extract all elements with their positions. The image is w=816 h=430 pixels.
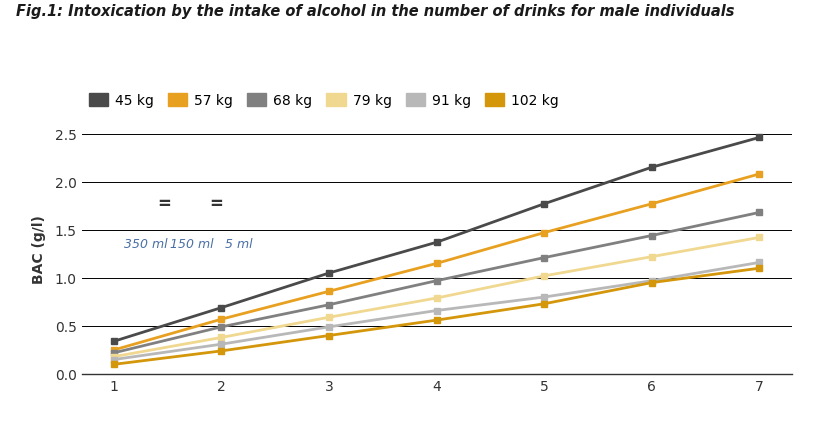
- 57 kg: [216, 317, 226, 322]
- 79 kg: [109, 354, 119, 359]
- 79 kg: [216, 335, 226, 340]
- 57 kg: [324, 289, 334, 294]
- 79 kg: [539, 273, 549, 279]
- 102 kg: [324, 333, 334, 338]
- Text: 5 ml: 5 ml: [224, 237, 252, 250]
- 102 kg: [432, 318, 441, 323]
- 68 kg: [647, 233, 657, 239]
- 79 kg: [324, 315, 334, 320]
- Text: =: =: [210, 194, 224, 212]
- 45 kg: [432, 240, 441, 245]
- 91 kg: [324, 325, 334, 330]
- Text: 350 ml: 350 ml: [123, 237, 167, 250]
- 91 kg: [432, 308, 441, 313]
- 45 kg: [539, 202, 549, 207]
- Line: 102 kg: 102 kg: [110, 265, 763, 368]
- 45 kg: [647, 165, 657, 170]
- 102 kg: [109, 362, 119, 367]
- 57 kg: [539, 230, 549, 236]
- 102 kg: [647, 280, 657, 286]
- 68 kg: [109, 350, 119, 356]
- 68 kg: [539, 255, 549, 261]
- 91 kg: [647, 279, 657, 284]
- 45 kg: [216, 305, 226, 310]
- 91 kg: [109, 357, 119, 362]
- 45 kg: [754, 135, 764, 141]
- 68 kg: [432, 279, 441, 284]
- Legend: 45 kg, 57 kg, 68 kg, 79 kg, 91 kg, 102 kg: 45 kg, 57 kg, 68 kg, 79 kg, 91 kg, 102 k…: [89, 93, 559, 108]
- Y-axis label: BAC (g/l): BAC (g/l): [33, 215, 47, 284]
- 45 kg: [109, 339, 119, 344]
- 91 kg: [539, 295, 549, 300]
- 79 kg: [647, 255, 657, 260]
- Line: 79 kg: 79 kg: [110, 234, 763, 360]
- 57 kg: [432, 261, 441, 266]
- Text: 150 ml: 150 ml: [170, 237, 214, 250]
- 68 kg: [754, 210, 764, 215]
- 91 kg: [754, 260, 764, 265]
- 57 kg: [109, 347, 119, 353]
- 102 kg: [539, 301, 549, 307]
- 68 kg: [216, 325, 226, 330]
- 68 kg: [324, 302, 334, 307]
- 102 kg: [754, 266, 764, 271]
- Line: 57 kg: 57 kg: [110, 171, 763, 353]
- Text: =: =: [157, 194, 171, 212]
- Text: Fig.1: Intoxication by the intake of alcohol in the number of drinks for male in: Fig.1: Intoxication by the intake of alc…: [16, 4, 735, 19]
- 57 kg: [647, 202, 657, 207]
- Line: 45 kg: 45 kg: [110, 135, 763, 345]
- 57 kg: [754, 172, 764, 177]
- 79 kg: [432, 296, 441, 301]
- 91 kg: [216, 342, 226, 347]
- 102 kg: [216, 348, 226, 353]
- 79 kg: [754, 235, 764, 240]
- Line: 91 kg: 91 kg: [110, 259, 763, 363]
- 45 kg: [324, 271, 334, 276]
- Line: 68 kg: 68 kg: [110, 209, 763, 356]
